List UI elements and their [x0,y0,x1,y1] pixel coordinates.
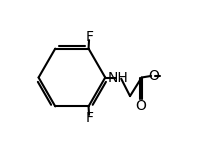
Text: NH: NH [108,71,129,84]
Text: F: F [85,30,93,44]
Text: F: F [85,111,93,125]
Text: O: O [148,69,159,83]
Text: O: O [135,99,146,113]
